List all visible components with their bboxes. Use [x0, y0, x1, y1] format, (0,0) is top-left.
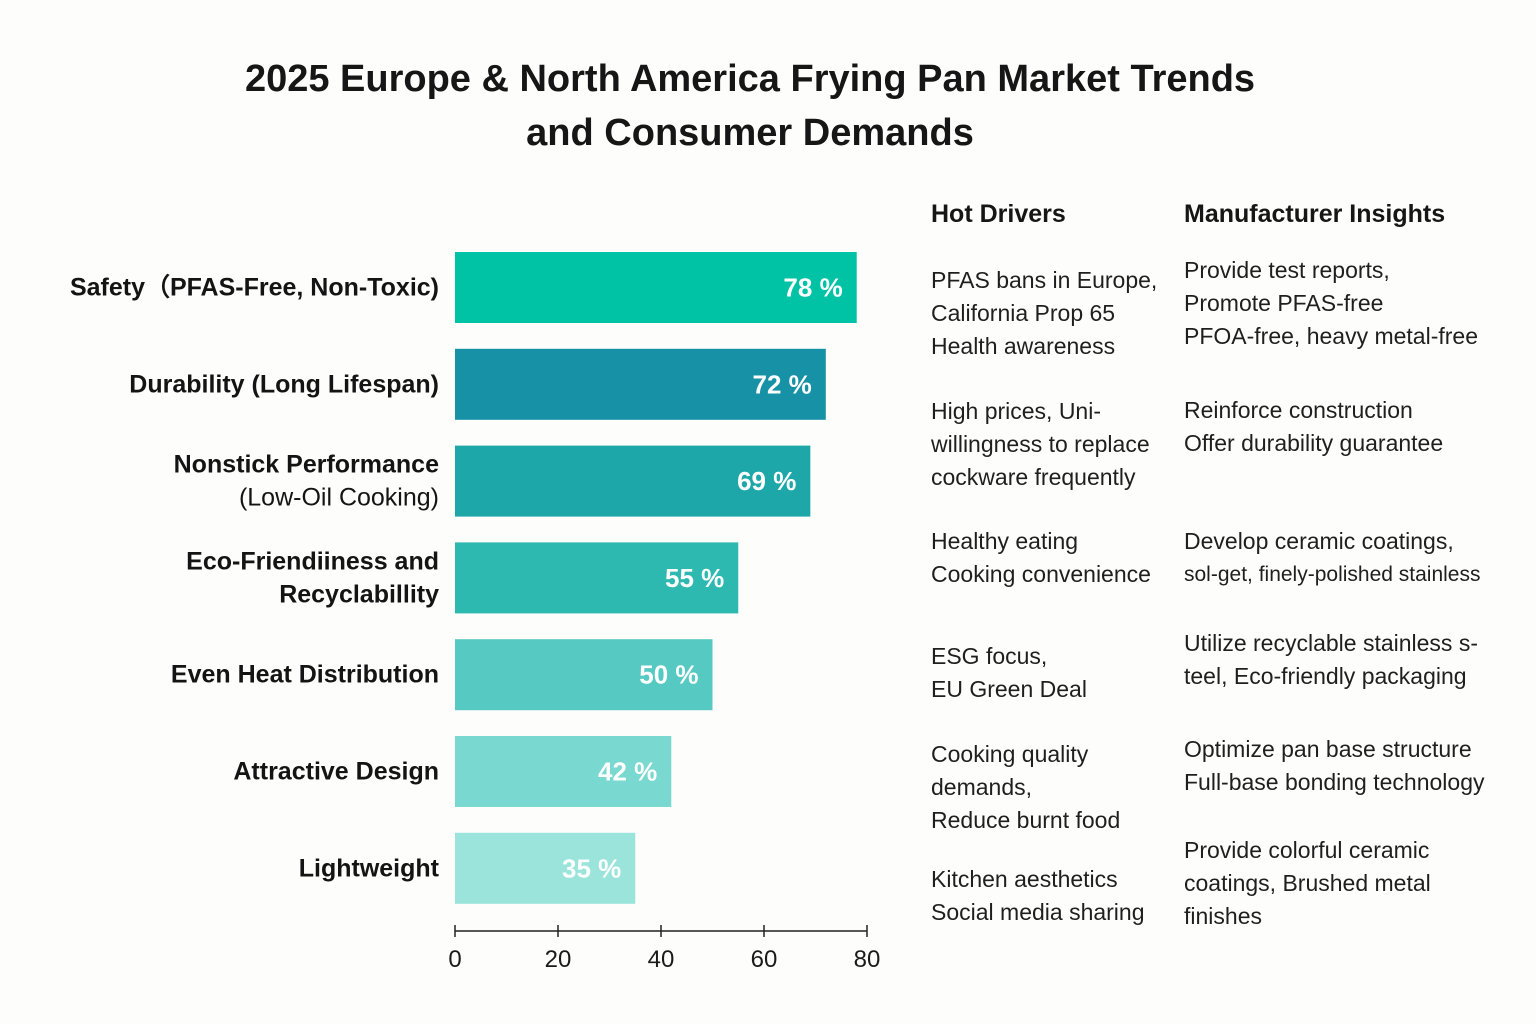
- hot-drivers-header: Hot Drivers: [931, 200, 1066, 228]
- driver-block-durability: High prices, Uni- willingness to replace…: [931, 395, 1150, 494]
- x-tick-label: 20: [545, 946, 572, 973]
- x-tick-label: 0: [448, 946, 461, 973]
- chart-title-line-1: 2025 Europe & North America Frying Pan M…: [244, 58, 1256, 100]
- driver-line: PFAS bans in Europe,: [931, 267, 1158, 293]
- bar-value-label: 78 %: [783, 273, 842, 303]
- insight-line: sol-get, finely-polished stainless: [1184, 563, 1481, 586]
- insight-line: Optimize pan base structure: [1184, 736, 1472, 762]
- insight-block-safety: Provide test reports, Promote PFAS-free …: [1184, 254, 1478, 353]
- bar-value-label: 50 %: [639, 660, 698, 690]
- driver-line: Cooking convenience: [931, 561, 1151, 587]
- category-label: (Low-Oil Cooking): [239, 484, 439, 512]
- insight-block-design: Provide colorful ceramic coatings, Brush…: [1184, 834, 1431, 933]
- insight-line: Provide test reports,: [1184, 257, 1390, 283]
- driver-line: California Prop 65: [931, 300, 1116, 326]
- driver-line: Reduce burnt food: [931, 807, 1121, 833]
- insight-line: PFOA-free, heavy metal-free: [1184, 323, 1478, 349]
- driver-line: Cooking quality: [931, 741, 1089, 767]
- insight-line: coatings, Brushed metal: [1184, 870, 1431, 896]
- category-label: Attractive Design: [233, 758, 439, 786]
- x-tick-label: 80: [854, 946, 881, 973]
- chart-title-line-2: and Consumer Demands: [526, 112, 974, 154]
- bar-lightweight: [455, 832, 636, 904]
- driver-block-nonstick: Healthy eating Cooking convenience: [931, 525, 1151, 591]
- insight-line: Offer durability guarantee: [1184, 430, 1444, 456]
- category-labels: Safety（PFAS-Free, Non-Toxic) Durability (…: [70, 273, 440, 883]
- bar-value-label: 42 %: [598, 757, 657, 787]
- driver-line: Social media sharing: [931, 899, 1145, 925]
- category-label: Eco-Friendiiness and: [186, 547, 439, 575]
- insight-line: finishes: [1184, 903, 1262, 929]
- bar-eco-friendiiness-and: [455, 542, 739, 614]
- insight-line: Full-base bonding technology: [1184, 769, 1485, 795]
- insight-line: Reinforce construction: [1184, 397, 1413, 423]
- driver-block-eco: ESG focus, EU Green Deal: [931, 640, 1087, 706]
- bar-even-heat-distribution: [455, 639, 713, 711]
- insight-line: Develop ceramic coatings,: [1184, 528, 1454, 554]
- manufacturer-insights-header: Manufacturer Insights: [1184, 200, 1446, 228]
- bar-value-label: 69 %: [737, 466, 796, 496]
- category-label: Nonstick Performance: [174, 451, 439, 479]
- driver-block-design: Kitchen aesthetics Social media sharing: [931, 863, 1145, 929]
- bar-safety-pfas-free-non-toxic: [455, 252, 857, 323]
- category-label: Safety（PFAS-Free, Non-Toxic): [70, 273, 439, 302]
- category-label: Even Heat Distribution: [171, 661, 439, 689]
- category-label: Lightweight: [299, 854, 440, 882]
- bar-value-label: 35 %: [562, 853, 621, 883]
- driver-line: Healthy eating: [931, 528, 1079, 554]
- insight-line: Promote PFAS-free: [1184, 290, 1384, 316]
- x-tick-label: 60: [751, 946, 778, 973]
- driver-line: demands,: [931, 774, 1033, 800]
- bars-layer: 78 % 72 % 69 % 55 % 50 % 42 % 35 %: [455, 252, 857, 904]
- category-label: Durability (Long Lifespan): [129, 370, 439, 398]
- insight-line: Utilize recyclable stainless s-: [1184, 630, 1478, 656]
- driver-line: Health awareness: [931, 333, 1116, 359]
- driver-line: High prices, Uni-: [931, 398, 1101, 424]
- insight-line: Provide colorful ceramic: [1184, 837, 1430, 863]
- bar-value-label: 72 %: [753, 369, 812, 399]
- bar-nonstick-performance: [455, 445, 811, 517]
- driver-line: cockware frequently: [931, 464, 1136, 490]
- x-tick-label: 40: [648, 946, 675, 973]
- chart-title: 2025 Europe & North America Frying Pan M…: [0, 52, 1500, 160]
- insight-block-heat: Optimize pan base structure Full-base bo…: [1184, 733, 1484, 799]
- insight-block-nonstick: Develop ceramic coatings, sol-get, finel…: [1184, 525, 1480, 591]
- driver-block-safety: PFAS bans in Europe, California Prop 65 …: [931, 264, 1157, 363]
- insight-block-eco: Utilize recyclable stainless s- teel, Ec…: [1184, 627, 1478, 693]
- driver-line: willingness to replace: [931, 431, 1150, 457]
- driver-line: EU Green Deal: [931, 676, 1087, 702]
- driver-line: Kitchen aesthetics: [931, 866, 1118, 892]
- bar-value-label: 55 %: [665, 563, 724, 593]
- driver-line: ESG focus,: [931, 643, 1048, 669]
- category-label: Recyclabillity: [279, 580, 439, 608]
- driver-block-heat: Cooking quality demands, Reduce burnt fo…: [931, 738, 1120, 837]
- insight-block-durability: Reinforce construction Offer durability …: [1184, 394, 1443, 460]
- bar-durability-long-lifespan: [455, 348, 826, 420]
- insight-line: teel, Eco-friendly packaging: [1184, 663, 1467, 689]
- x-axis: 0 20 40 60 80: [448, 925, 880, 973]
- bar-attractive-design: [455, 736, 672, 807]
